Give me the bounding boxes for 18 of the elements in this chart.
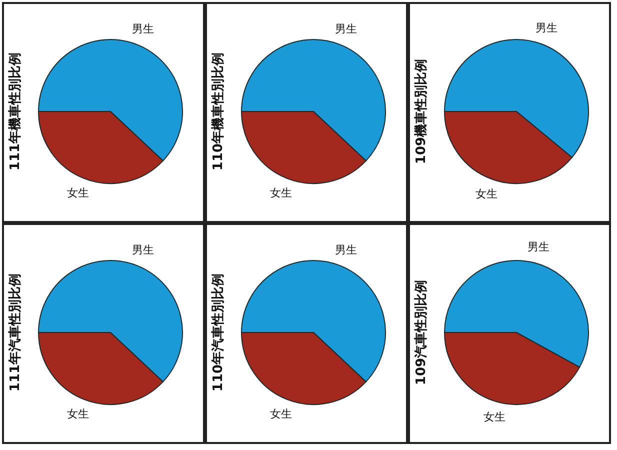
text: 110年機車性別比例 bbox=[211, 52, 226, 171]
slice-label: 男生 bbox=[334, 22, 357, 36]
text: 111年機車性別比例 bbox=[8, 52, 23, 171]
slice-label: 女生 bbox=[476, 187, 498, 200]
slice-label: 男生 bbox=[334, 244, 357, 257]
slice-label: 男生 bbox=[535, 22, 558, 35]
text: 111年汽車性別比例 bbox=[8, 273, 23, 392]
slice-label: 男生 bbox=[132, 244, 154, 257]
text: 109汽車性別比例 bbox=[414, 280, 429, 386]
slice-label: 女生 bbox=[270, 186, 292, 200]
text: 109機車性別比例 bbox=[414, 58, 429, 164]
slice-label: 女生 bbox=[270, 407, 292, 420]
slice-label: 女生 bbox=[67, 407, 90, 420]
text: 110年汽車性別比例 bbox=[211, 273, 226, 392]
slice-label: 男生 bbox=[132, 22, 154, 36]
slice-label: 男生 bbox=[527, 240, 550, 254]
slice-label: 女生 bbox=[67, 186, 90, 200]
slice-label: 女生 bbox=[484, 410, 506, 424]
